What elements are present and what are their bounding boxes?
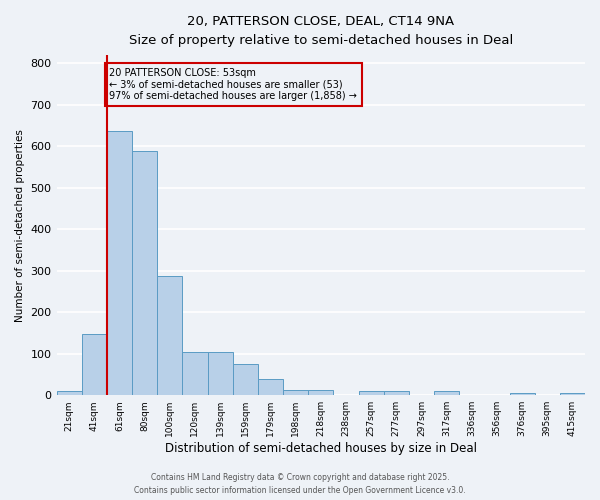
Bar — [233, 364, 258, 395]
Bar — [82, 334, 107, 395]
Bar — [182, 352, 208, 395]
Bar — [56, 391, 82, 395]
Y-axis label: Number of semi-detached properties: Number of semi-detached properties — [15, 128, 25, 322]
Bar — [157, 276, 182, 395]
Bar — [107, 130, 132, 395]
Bar — [308, 390, 334, 395]
Title: 20, PATTERSON CLOSE, DEAL, CT14 9NA
Size of property relative to semi-detached h: 20, PATTERSON CLOSE, DEAL, CT14 9NA Size… — [128, 15, 513, 47]
X-axis label: Distribution of semi-detached houses by size in Deal: Distribution of semi-detached houses by … — [165, 442, 477, 455]
Text: Contains HM Land Registry data © Crown copyright and database right 2025.
Contai: Contains HM Land Registry data © Crown c… — [134, 474, 466, 495]
Bar — [560, 393, 585, 395]
Bar — [283, 390, 308, 395]
Bar — [132, 150, 157, 395]
Bar — [359, 391, 383, 395]
Text: 20 PATTERSON CLOSE: 53sqm
← 3% of semi-detached houses are smaller (53)
97% of s: 20 PATTERSON CLOSE: 53sqm ← 3% of semi-d… — [109, 68, 357, 101]
Bar — [258, 380, 283, 395]
Bar — [509, 393, 535, 395]
Bar — [208, 352, 233, 395]
Bar — [383, 391, 409, 395]
Bar — [434, 391, 459, 395]
